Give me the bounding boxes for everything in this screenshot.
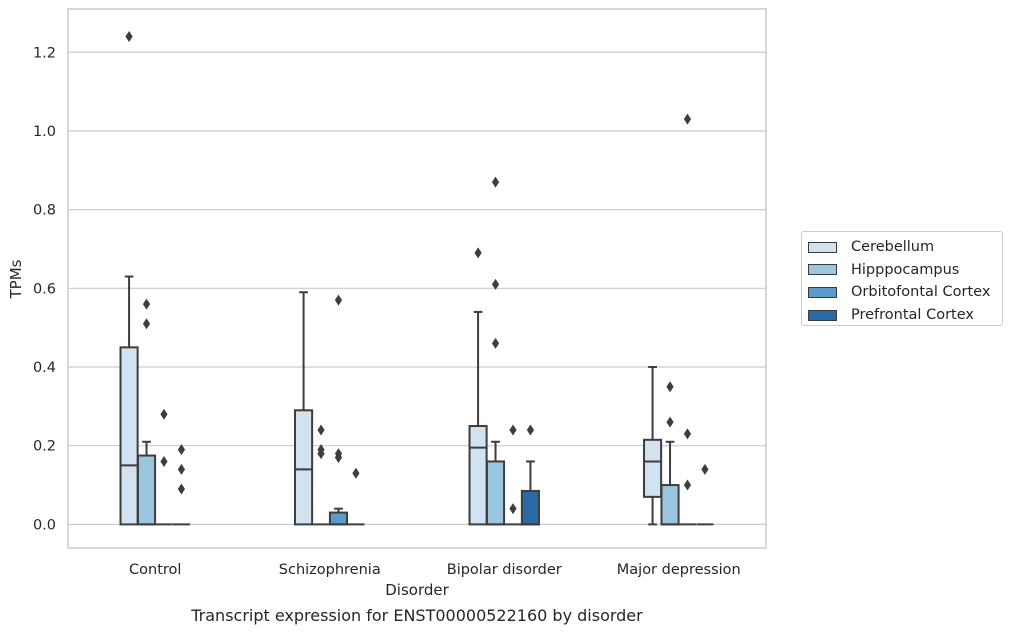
y-tick-label: 0.8: [33, 203, 56, 219]
outlier-point: [509, 424, 517, 436]
box: [294, 409, 314, 526]
legend-item-cerebellum: Cerebellum: [808, 236, 1002, 259]
plot-frame: [67, 8, 767, 549]
outlier-point: [177, 483, 186, 495]
outlier-point: [491, 176, 500, 188]
box: [520, 489, 540, 526]
grid-lines: [68, 51, 766, 525]
outlier-point: [317, 424, 325, 436]
y-tick-label: 0.2: [33, 439, 56, 455]
box-group: [172, 444, 190, 526]
outlier-point: [125, 31, 133, 43]
box-group: [468, 247, 488, 526]
x-axis-label: Disorder: [385, 581, 449, 599]
x-tick-labels: Control Schizophrenia Bipolar disorder Majo…: [129, 562, 741, 578]
outlier-point: [177, 463, 186, 475]
outlier-point: [474, 247, 482, 259]
outlier-point: [491, 278, 500, 290]
box-group: [520, 424, 540, 526]
box-group: [294, 291, 314, 526]
box: [660, 484, 680, 526]
box-group: [119, 31, 139, 526]
outlier-point: [334, 448, 343, 460]
legend-swatch-orbitofrontal-cortex: [808, 286, 837, 298]
outlier-point: [526, 424, 535, 436]
outlier-point: [317, 444, 325, 456]
box-group: [696, 463, 714, 526]
y-tick-label: 0.4: [33, 360, 56, 376]
box: [136, 454, 157, 526]
box-group: [312, 424, 330, 526]
legend-label: Orbitofontal Cortex: [851, 284, 991, 301]
box: [468, 425, 488, 526]
legend: Cerebellum Hipppocampus Orbitofontal Cor…: [801, 231, 1003, 326]
outlier-point: [160, 408, 168, 420]
outlier-point: [177, 444, 186, 456]
outlier-point: [683, 479, 692, 491]
x-tick-label: Bipolar disorder: [447, 562, 562, 578]
legend-label: Cerebellum: [851, 239, 935, 256]
outlier-point: [509, 503, 517, 515]
box-group: [155, 408, 173, 526]
legend-swatch-prefrontal-cortex: [808, 309, 837, 321]
y-axis-label: TPMs: [7, 259, 25, 299]
box-group: [660, 381, 680, 526]
x-tick-label: Control: [129, 562, 181, 578]
outlier-point: [683, 428, 692, 440]
outlier-point: [683, 113, 692, 125]
outlier-point: [352, 467, 360, 479]
legend-item-orbitofrontal-cortex: Orbitofontal Cortex: [808, 281, 1002, 304]
legend-label: Hipppocampus: [851, 261, 960, 278]
box-group: [678, 113, 697, 526]
box: [328, 511, 349, 526]
outlier-point: [701, 463, 709, 475]
legend-label: Prefrontal Cortex: [851, 307, 974, 324]
box-group: [347, 467, 365, 526]
outlier-point: [666, 416, 674, 428]
y-tick-label: 0.0: [33, 517, 56, 533]
plot-marks: [119, 31, 714, 526]
box-group: [485, 176, 506, 526]
outlier-point: [666, 381, 674, 393]
box: [119, 346, 139, 526]
outlier-point: [491, 337, 500, 349]
y-tick-label: 1.2: [33, 45, 56, 61]
legend-swatch-hippocampus: [808, 264, 837, 276]
legend-swatch-cerebellum: [808, 241, 837, 253]
outlier-point: [142, 318, 151, 330]
box-group: [643, 366, 663, 526]
box: [485, 460, 506, 526]
outlier-point: [160, 455, 168, 467]
x-tick-label: Major depression: [617, 562, 741, 578]
y-tick-label: 1.0: [33, 124, 56, 140]
y-tick-labels: 0.0 0.2 0.4 0.6 0.8 1.0 1.2: [33, 45, 56, 533]
x-tick-label: Schizophrenia: [279, 562, 381, 578]
box-group: [136, 298, 157, 526]
legend-item-hippocampus: Hipppocampus: [808, 259, 1002, 282]
box-group: [328, 294, 349, 526]
box: [643, 438, 663, 498]
legend-item-prefrontal-cortex: Prefrontal Cortex: [808, 304, 1002, 327]
outlier-point: [334, 294, 343, 306]
y-tick-label: 0.6: [33, 281, 56, 297]
outlier-point: [142, 298, 151, 310]
box-group: [504, 424, 522, 526]
chart-caption: Transcript expression for ENST0000052216…: [191, 606, 643, 625]
